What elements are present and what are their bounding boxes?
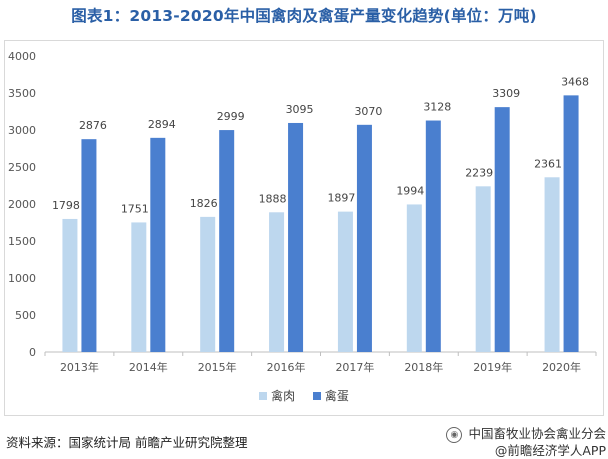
- data-label-poultry-meat: 1888: [259, 192, 287, 205]
- data-label-eggs: 2999: [217, 110, 245, 123]
- x-tick-label: 2013年: [60, 360, 99, 374]
- chart-title: 图表1：2013-2020年中国禽肉及禽蛋产量变化趋势(单位：万吨): [71, 7, 537, 25]
- x-tick-label: 2015年: [198, 360, 237, 374]
- x-tick-label: 2018年: [404, 360, 443, 374]
- bar-poultry-meat: [62, 218, 78, 352]
- data-label-poultry-meat: 1897: [327, 192, 355, 205]
- y-tick-label: 2000: [8, 198, 36, 211]
- y-tick-label: 1500: [8, 235, 36, 248]
- data-label-poultry-meat: 1798: [52, 199, 80, 212]
- bar-poultry-meat: [475, 186, 491, 352]
- legend: 禽肉 禽蛋: [0, 387, 608, 404]
- legend-item-poultry-meat: 禽肉: [259, 387, 295, 404]
- watermark-line2: @前瞻经济学人APP: [494, 442, 606, 458]
- source-note: 资料来源：国家统计局 前瞻产业研究院整理: [6, 435, 248, 450]
- data-label-eggs: 2876: [79, 119, 107, 132]
- legend-swatch-poultry-meat: [259, 391, 268, 400]
- data-label-eggs: 3309: [492, 87, 520, 100]
- bar-eggs: [219, 130, 235, 352]
- x-tick-label: 2014年: [129, 360, 168, 374]
- x-tick-label: 2020年: [542, 360, 581, 374]
- x-tick-label: 2017年: [335, 360, 374, 374]
- x-tick-label: 2016年: [267, 360, 306, 374]
- chart-frame: [4, 40, 604, 416]
- bar-poultry-meat: [337, 211, 353, 352]
- legend-swatch-eggs: [312, 391, 321, 400]
- watermark: ◉ 中国畜牧业协会禽业分会 @前瞻经济学人APP: [446, 426, 606, 458]
- y-tick-label: 3000: [8, 124, 36, 137]
- y-tick-label: 0: [29, 346, 36, 359]
- bar-eggs: [425, 120, 441, 352]
- legend-label-poultry-meat: 禽肉: [271, 389, 296, 403]
- bar-eggs: [81, 139, 97, 352]
- data-label-eggs: 3095: [286, 103, 314, 116]
- bar-poultry-meat: [406, 204, 422, 352]
- data-label-poultry-meat: 1751: [121, 202, 149, 215]
- data-label-poultry-meat: 2361: [534, 157, 562, 170]
- legend-item-eggs: 禽蛋: [312, 387, 349, 404]
- y-tick-label: 3500: [8, 87, 36, 100]
- bar-eggs: [288, 122, 304, 352]
- data-label-poultry-meat: 1826: [190, 197, 218, 210]
- data-label-eggs: 2894: [148, 118, 176, 131]
- y-tick-label: 4000: [8, 50, 36, 63]
- legend-label-eggs: 禽蛋: [324, 389, 349, 403]
- y-tick-label: 2500: [8, 161, 36, 174]
- bar-poultry-meat: [131, 222, 147, 352]
- bar-eggs: [150, 137, 166, 352]
- bar-eggs: [494, 107, 510, 352]
- bar-poultry-meat: [200, 216, 216, 352]
- bar-poultry-meat: [544, 177, 560, 352]
- x-tick-label: 2019年: [473, 360, 512, 374]
- data-label-poultry-meat: 2239: [465, 166, 493, 179]
- watermark-line1: ◉ 中国畜牧业协会禽业分会: [446, 426, 606, 443]
- y-tick-label: 1000: [8, 272, 36, 285]
- wechat-icon: ◉: [446, 426, 463, 443]
- bar-eggs: [563, 95, 579, 353]
- data-label-eggs: 3468: [561, 75, 589, 88]
- data-label-eggs: 3128: [423, 101, 451, 114]
- data-label-poultry-meat: 1994: [396, 184, 424, 197]
- y-tick-label: 500: [15, 309, 36, 322]
- bar-eggs: [356, 124, 372, 352]
- bar-poultry-meat: [269, 212, 285, 352]
- data-label-eggs: 3070: [354, 105, 382, 118]
